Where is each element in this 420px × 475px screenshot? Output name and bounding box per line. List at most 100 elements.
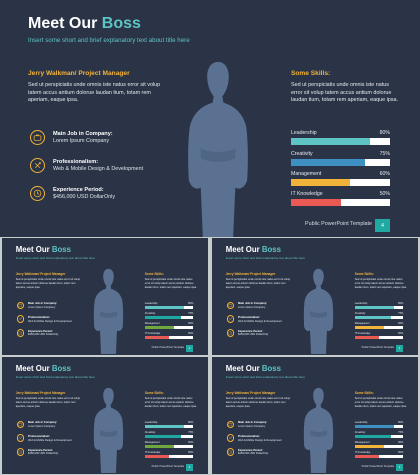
skill-progress-fill (354, 316, 392, 320)
skill-item: Leadership 80% (354, 301, 404, 310)
detail-value: Web & Mobile Design & Development (27, 319, 72, 323)
skills-description: Sed ut perspiciatis unde omnis iste natu… (144, 278, 197, 289)
tools-icon (226, 315, 235, 323)
detail-text: Experience Period: $456,000 USD DollarOnl… (28, 449, 58, 456)
skill-percent: 60% (398, 440, 404, 444)
skill-name: IT Knowledge (144, 331, 161, 335)
skill-name: Leadership (354, 301, 368, 305)
skill-percent: 50% (188, 331, 194, 335)
silhouette-image (304, 387, 334, 474)
skill-name: Leadership (354, 420, 368, 424)
skills-heading: Some Skills: (291, 70, 331, 77)
skill-item: Leadership 80% (144, 302, 194, 310)
detail-text: Experience Period: $456,000 USD DollarOnl… (28, 330, 58, 337)
clock-icon (226, 329, 235, 337)
skill-label-row: Management 60% (355, 441, 404, 444)
skill-progress-fill (291, 199, 341, 206)
detail-label: Professionalism: (53, 158, 99, 165)
skill-percent: 75% (188, 431, 194, 435)
skill-progress-bar (354, 335, 404, 340)
detail-label: Professionalism: (27, 315, 51, 319)
skill-name: Management (144, 440, 160, 444)
detail-row: Professionalism: Web & Mobile Design & De… (16, 315, 72, 323)
detail-value: Lorem Ipsum Company (237, 305, 266, 309)
title-accent: Boss (261, 363, 281, 373)
skill-percent: 60% (188, 321, 194, 325)
skill-label-row: Management 60% (291, 171, 390, 177)
skill-percent: 60% (379, 171, 390, 177)
skill-item: IT Knowledge 50% (144, 450, 194, 459)
detail-row: Professionalism: Web & Mobile Design & De… (226, 434, 282, 442)
detail-value: Lorem Ipsum Company (27, 424, 56, 428)
skill-name: Creativity (291, 151, 313, 157)
detail-value: $456,000 USD DollarOnly (27, 452, 59, 456)
skill-name: Leadership (291, 130, 317, 136)
skills-heading: Some Skills: (144, 391, 164, 396)
detail-label: Main Job in Company: (237, 421, 268, 425)
title-text: Meet Our (15, 244, 50, 254)
skill-percent: 50% (398, 450, 404, 454)
skill-name: IT Knowledge (354, 331, 371, 335)
detail-label: Main Job in Company: (53, 130, 113, 137)
skill-progress-fill (291, 159, 366, 166)
detail-label: Professionalism: (27, 434, 51, 438)
detail-row: Experience Period: $456,000 USD DollarOnl… (226, 448, 268, 456)
slide-thumb-2: Meet Our Boss Insert some short and brief… (212, 238, 418, 355)
person-name-heading: Jerry Walkman/ Project Manager (225, 391, 276, 396)
footer-text: Public PowerPoint Template (305, 221, 373, 227)
skill-progress-fill (354, 444, 384, 449)
skill-percent: 60% (188, 440, 194, 444)
skill-item: IT Knowledge 50% (291, 191, 390, 206)
skill-percent: 75% (398, 431, 404, 435)
skill-progress-fill (354, 325, 384, 330)
detail-label: Experience Period: (237, 448, 263, 452)
skill-percent: 80% (188, 420, 194, 424)
page-title: Meet Our Boss (16, 364, 71, 374)
skill-progress-bar (291, 159, 390, 166)
skill-label-row: Leadership 80% (291, 130, 390, 136)
skill-progress-bar (354, 435, 404, 439)
page-subtitle: Insert some short and brief explanatory … (225, 256, 305, 261)
person-name-heading: Jerry Walkman/ Project Manager (15, 272, 66, 277)
skill-name: Creativity (144, 312, 156, 316)
skill-name: Management (354, 321, 370, 325)
person-name-heading: Jerry Walkman/ Project Manager (15, 391, 66, 396)
tools-icon (226, 434, 235, 442)
skills-description: Sed ut perspiciatis unde omnis iste natu… (354, 278, 407, 289)
person-description: Sed ut perspiciatis unde omnis iste natu… (28, 82, 161, 104)
skill-progress-bar (144, 454, 194, 459)
detail-text: Professionalism: Web & Mobile Design & De… (28, 316, 72, 323)
skill-progress-bar (144, 424, 194, 429)
skills-heading: Some Skills: (354, 391, 374, 396)
skill-label-row: Creativity 75% (355, 431, 404, 434)
skill-label-row: Creativity 75% (291, 151, 390, 157)
silhouette-image (304, 268, 334, 355)
skill-progress-fill (354, 335, 379, 340)
skill-item: Management 60% (291, 171, 390, 186)
skill-label-row: Leadership 80% (145, 302, 194, 305)
detail-row: Main Job in Company: Lorem Ipsum Company (16, 301, 57, 310)
clock-icon (16, 448, 25, 456)
skill-name: Creativity (354, 312, 366, 316)
page-number-box: 4 (185, 464, 194, 471)
detail-row: Main Job in Company: Lorem Ipsum Company (16, 420, 57, 429)
skill-item: Leadership 80% (144, 420, 194, 429)
skill-name: Leadership (144, 420, 158, 424)
detail-row: Experience Period: $456,000 USD DollarOnl… (226, 329, 268, 337)
skill-name: IT Knowledge (354, 450, 371, 454)
skill-label-row: Creativity 75% (145, 431, 194, 434)
detail-label: Experience Period: (27, 329, 53, 333)
skill-progress-bar (354, 325, 404, 330)
skill-label-row: IT Knowledge 50% (145, 332, 194, 335)
skill-item: Management 60% (354, 441, 404, 449)
skill-progress-fill (144, 444, 174, 449)
tools-icon (30, 158, 45, 173)
page-number: 4 (398, 347, 401, 351)
skill-label-row: IT Knowledge 50% (291, 191, 390, 197)
detail-row: Professionalism: Web & Mobile Design & De… (226, 315, 282, 323)
skill-item: IT Knowledge 50% (354, 450, 404, 459)
detail-row: Main Job in Company: Lorem Ipsum Company (30, 130, 113, 145)
slide-main: Meet Our Boss Insert some short and brief… (0, 0, 420, 237)
skill-name: IT Knowledge (144, 450, 161, 454)
detail-text: Professionalism: Web & Mobile Design & De… (238, 435, 282, 442)
